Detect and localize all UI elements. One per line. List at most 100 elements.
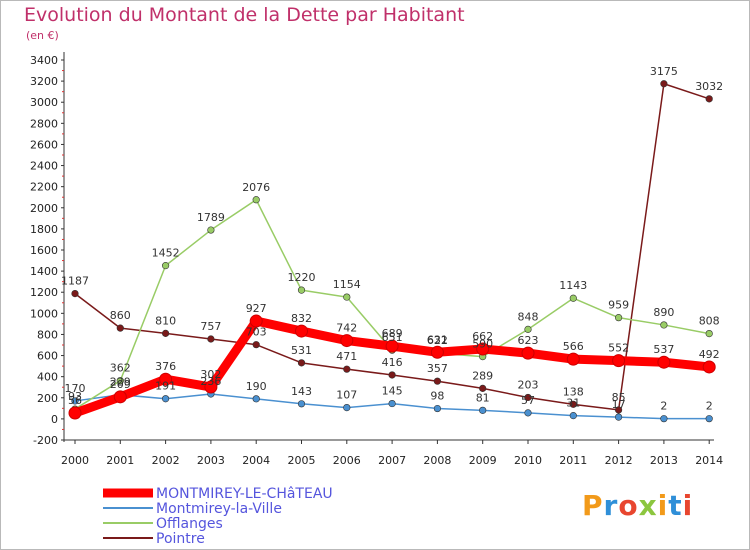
data-label: 56 [68, 394, 82, 407]
data-label: 17 [612, 398, 626, 411]
data-label: 959 [608, 299, 629, 312]
data-point [702, 360, 716, 374]
y-tick-label: 2600 [30, 138, 58, 151]
data-label: 590 [472, 338, 493, 351]
chart-subtitle: (en €) [26, 29, 59, 42]
data-label: 552 [608, 342, 629, 355]
data-label: 2 [660, 400, 667, 413]
data-point [113, 390, 127, 404]
data-point [705, 415, 713, 423]
logo-letter: x [638, 489, 658, 522]
data-point [207, 335, 215, 343]
x-tick-label: 2005 [288, 454, 316, 467]
data-label: 848 [518, 310, 539, 323]
data-point [524, 393, 532, 402]
y-tick-label: 1600 [30, 244, 58, 257]
data-label: 623 [518, 334, 539, 347]
data-point [159, 372, 173, 386]
x-tick-label: 2002 [152, 454, 180, 467]
logo-letter: r [603, 489, 619, 522]
data-point [569, 412, 577, 420]
x-tick-label: 2013 [650, 454, 678, 467]
data-point [476, 342, 490, 356]
data-label: 742 [336, 322, 357, 335]
x-tick-label: 2008 [423, 454, 451, 467]
y-tick-label: 1800 [30, 223, 58, 236]
data-label: 81 [476, 391, 490, 404]
x-tick-label: 2004 [242, 454, 270, 467]
data-point [660, 415, 668, 423]
data-label: 566 [563, 340, 584, 353]
data-label: 471 [336, 350, 357, 363]
data-point [252, 395, 260, 403]
data-label: 289 [472, 369, 493, 382]
y-tick-label: 2400 [30, 160, 58, 173]
data-label: 138 [563, 385, 584, 398]
data-label: 651 [382, 331, 403, 344]
series-3 [71, 80, 713, 414]
y-tick-label: 1400 [30, 265, 58, 278]
data-point [71, 397, 79, 405]
y-tick-label: 400 [37, 371, 58, 384]
data-point [297, 359, 306, 367]
chart-title: Evolution du Montant de la Dette par Hab… [24, 4, 465, 26]
data-point [614, 406, 623, 414]
data-label: 57 [521, 394, 535, 407]
proxiti-logo: Proxiti [582, 489, 693, 522]
logo-letter: i [682, 489, 694, 522]
y-tick-label: 600 [37, 350, 58, 363]
data-point [430, 345, 444, 359]
data-point [71, 289, 79, 298]
data-label: 93 [68, 390, 82, 403]
data-point [524, 325, 532, 333]
data-point [479, 384, 487, 392]
y-tick-label: 200 [37, 392, 58, 405]
x-tick-label: 2003 [197, 454, 225, 467]
data-label: 170 [65, 382, 86, 395]
data-label: 357 [427, 362, 448, 375]
data-label: 85 [612, 391, 626, 404]
y-tick-label: 1000 [30, 307, 58, 320]
data-label: 3175 [650, 65, 678, 78]
data-point [252, 196, 260, 204]
y-tick-label: 2200 [30, 181, 58, 194]
data-label: 1154 [333, 278, 361, 291]
x-tick-label: 2007 [378, 454, 406, 467]
data-point [705, 95, 713, 103]
y-tick-label: 2800 [30, 117, 58, 130]
y-tick-label: 3000 [30, 96, 58, 109]
data-label: 376 [155, 360, 176, 373]
data-label: 107 [336, 389, 357, 402]
data-point [116, 324, 124, 332]
data-label: 631 [427, 333, 448, 346]
axes: -200 0 200 400 600 800 1000 1200 1400 1600 1800 200… [30, 52, 723, 467]
data-label: 190 [246, 380, 267, 393]
data-point [660, 321, 668, 329]
data-label: 236 [200, 375, 221, 388]
logo-letter: t [668, 489, 683, 522]
data-label: 832 [291, 312, 312, 325]
data-point [569, 400, 577, 408]
data-label: 31 [566, 397, 580, 410]
logo-letter: o [618, 489, 639, 522]
data-point [566, 352, 580, 366]
data-label: 1143 [559, 279, 587, 292]
x-tick-label: 2000 [61, 454, 89, 467]
data-label: 1452 [152, 247, 180, 260]
data-point [385, 339, 399, 353]
data-point [343, 403, 351, 412]
data-point [433, 377, 442, 385]
data-point [116, 377, 124, 385]
data-point [340, 334, 354, 348]
data-point [204, 380, 218, 394]
data-point [388, 371, 396, 379]
data-point [612, 354, 626, 368]
legend-label: Pointre [156, 531, 205, 547]
data-label: 2076 [242, 181, 270, 194]
y-tick-label: 800 [37, 328, 58, 341]
y-tick-label: 0 [51, 413, 58, 426]
data-label: 703 [246, 326, 267, 339]
x-tick-label: 2001 [106, 454, 134, 467]
series-layer [68, 80, 716, 423]
